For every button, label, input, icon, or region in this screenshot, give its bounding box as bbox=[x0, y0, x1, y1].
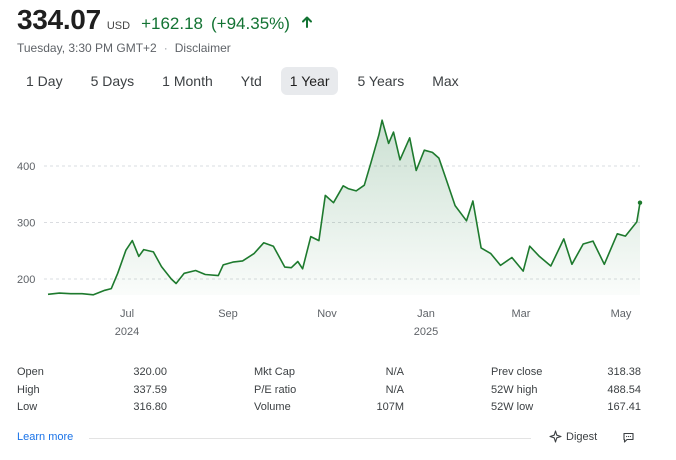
stat-label: P/E ratio bbox=[254, 383, 297, 396]
y-tick-label: 400 bbox=[17, 161, 35, 173]
x-tick-label: Sep bbox=[218, 308, 238, 320]
stat-row: 52W low 167.41 bbox=[491, 401, 641, 419]
tab-ytd[interactable]: Ytd bbox=[240, 73, 262, 89]
price-change: +162.18 bbox=[141, 14, 204, 33]
disclaimer-link[interactable]: Disclaimer bbox=[174, 41, 231, 55]
tab-5-years[interactable]: 5 Years bbox=[357, 73, 405, 89]
stat-value: 318.38 bbox=[607, 366, 641, 378]
x-tick-year-label: 2024 bbox=[115, 326, 139, 338]
stat-label: Open bbox=[17, 366, 44, 378]
stat-label: 52W high bbox=[491, 383, 538, 396]
stats-column: Prev close 318.38 52W high 488.54 52W low 167… bbox=[491, 366, 641, 419]
feedback-icon[interactable] bbox=[622, 431, 635, 444]
footer-divider bbox=[89, 438, 531, 439]
price-area-fill bbox=[48, 120, 640, 295]
stat-row: Volume 107M bbox=[254, 401, 404, 419]
learn-more-link[interactable]: Learn more bbox=[17, 431, 74, 443]
stat-row: Mkt Cap N/A bbox=[254, 366, 404, 384]
stat-label: High bbox=[17, 383, 40, 396]
x-tick-label: Nov bbox=[317, 308, 337, 320]
y-tick-label: 300 bbox=[17, 218, 35, 230]
tab-max[interactable]: Max bbox=[432, 73, 459, 89]
stat-value: 320.00 bbox=[133, 366, 167, 378]
stat-label: Prev close bbox=[491, 366, 543, 378]
price-chart: 400 300 200 Jul 2024 Sep Nov Jan 2025 Mar May bbox=[17, 119, 643, 338]
x-tick-label: May bbox=[611, 308, 632, 320]
x-tick-year-label: 2025 bbox=[414, 326, 438, 338]
stat-row: P/E ratio N/A bbox=[254, 384, 404, 402]
stat-label: Mkt Cap bbox=[254, 366, 295, 378]
price-change-percent: (+94.35%) bbox=[211, 14, 290, 33]
x-tick-label: Jul bbox=[120, 308, 134, 320]
timestamp: Tuesday, 3:30 PM GMT+2 bbox=[17, 41, 157, 55]
stat-row: 52W high 488.54 bbox=[491, 384, 641, 402]
stat-value: 167.41 bbox=[607, 401, 641, 413]
quote-header: 334.07 USD +162.18 (+94.35%) bbox=[17, 4, 314, 36]
quote-subline: Tuesday, 3:30 PM GMT+2 · Disclaimer bbox=[17, 41, 231, 55]
tab-1-month[interactable]: 1 Month bbox=[162, 73, 213, 89]
stat-value: 107M bbox=[376, 401, 404, 413]
digest-label: Digest bbox=[566, 430, 598, 443]
stat-row: Low 316.80 bbox=[17, 401, 167, 419]
stat-value: 488.54 bbox=[607, 383, 641, 396]
stat-value: N/A bbox=[385, 366, 404, 378]
last-price-point bbox=[637, 200, 643, 205]
stat-value: 337.59 bbox=[133, 383, 167, 396]
stat-row: Prev close 318.38 bbox=[491, 366, 641, 384]
current-price: 334.07 bbox=[17, 4, 101, 35]
currency-label: USD bbox=[106, 20, 131, 32]
sparkle-icon bbox=[549, 430, 562, 443]
stat-label: 52W low bbox=[491, 401, 534, 413]
stats-column: Open 320.00 High 337.59 Low 316.80 bbox=[17, 366, 167, 419]
stat-value: N/A bbox=[385, 383, 404, 396]
separator-dot: · bbox=[163, 41, 168, 55]
tab-1-day[interactable]: 1 Day bbox=[26, 73, 63, 89]
x-tick-label: Mar bbox=[512, 308, 531, 320]
stat-value: 316.80 bbox=[133, 401, 167, 413]
stat-row: High 337.59 bbox=[17, 384, 167, 402]
tab-5-days[interactable]: 5 Days bbox=[90, 73, 135, 89]
range-tabs: 1 Day 5 Days 1 Month Ytd 1 Year 5 Years Max bbox=[17, 67, 478, 95]
arrow-up-icon bbox=[301, 16, 312, 28]
y-tick-label: 200 bbox=[17, 274, 35, 286]
price-series-line bbox=[47, 119, 641, 296]
x-tick-label: Jan bbox=[417, 308, 435, 320]
stats-column: Mkt Cap N/A P/E ratio N/A Volume 107M bbox=[254, 366, 404, 419]
stat-label: Volume bbox=[254, 401, 291, 413]
stat-row: Open 320.00 bbox=[17, 366, 167, 384]
stat-label: Low bbox=[17, 401, 38, 413]
tab-1-year[interactable]: 1 Year bbox=[280, 67, 339, 95]
digest-button[interactable]: Digest bbox=[549, 430, 597, 443]
footer: Learn more Digest bbox=[17, 430, 641, 447]
